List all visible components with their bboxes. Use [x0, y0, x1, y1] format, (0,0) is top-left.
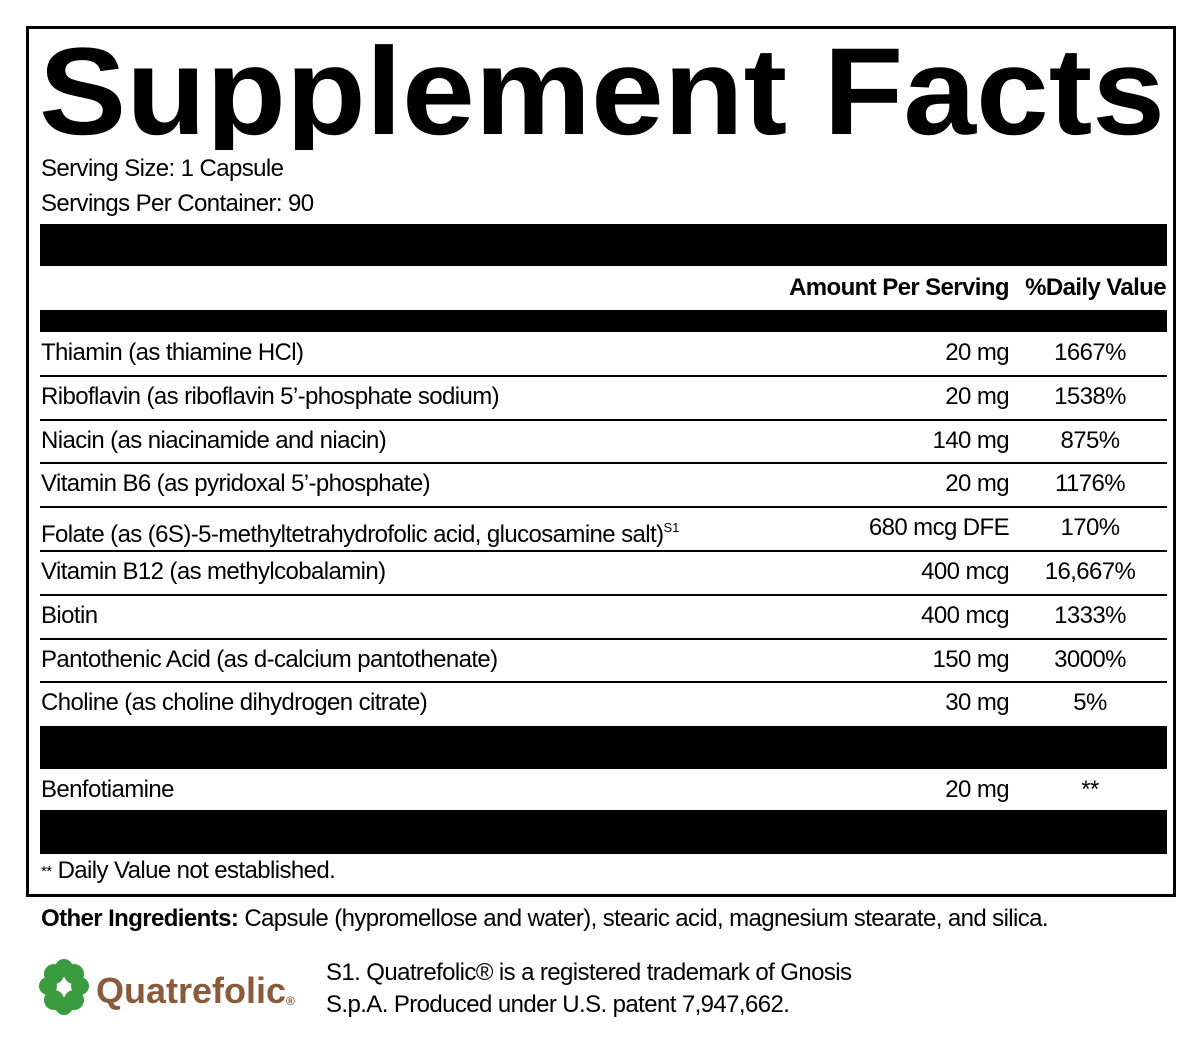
ingredient-name: Vitamin B6 (as pyridoxal 5’-phosphate) — [41, 470, 431, 498]
amount: 140 mg — [932, 426, 1010, 454]
ingredient-name: Choline (as choline dihydrogen citrate) — [41, 689, 428, 717]
daily-value: 16,667% — [1044, 558, 1136, 585]
amount: 150 mg — [932, 645, 1010, 673]
amount: 680 mcg DFE — [868, 514, 1010, 542]
facts-box — [26, 26, 1176, 897]
daily-value: 1667% — [1054, 339, 1126, 366]
daily-value: 1176% — [1055, 470, 1126, 498]
daily-value: 5% — [1073, 689, 1107, 717]
row-rule — [40, 637, 1167, 640]
other-ingredients-text: Capsule (hypromellose and water), steari… — [244, 905, 1048, 932]
row-rule — [40, 681, 1167, 684]
amount: 400 mcg — [921, 558, 1009, 585]
ingredient-name: Folate (as (6S)-5-methyltetrahydrofolic … — [41, 520, 680, 549]
superscript: S1 — [663, 520, 680, 536]
ingredient-name: Pantothenic Acid (as d-calcium pantothen… — [41, 645, 498, 673]
row-rule — [40, 593, 1167, 596]
other-ingredients-label: Other Ingredients: — [41, 905, 239, 932]
amount: 30 mg — [945, 689, 1009, 717]
logo-mark: ® — [286, 994, 295, 1008]
daily-value: 1538% — [1054, 382, 1126, 410]
amount: 20 mg — [945, 470, 1009, 498]
row-rule — [40, 506, 1167, 509]
daily-value: 3000% — [1054, 645, 1126, 673]
title-svg: Supplement Facts — [39, 30, 1165, 150]
ingredient-name: Niacin (as niacinamide and niacin) — [41, 426, 387, 454]
clover-icon — [39, 959, 89, 1015]
logo: Quatrefolic® — [96, 970, 295, 1012]
dv-header: %Daily Value — [1025, 274, 1166, 301]
footnote-text: Daily Value not established. — [57, 857, 336, 884]
amount: 20 mg — [945, 382, 1009, 410]
amount-header: Amount Per Serving — [789, 274, 1010, 301]
row-rule — [40, 418, 1167, 421]
ingredient-name: Benfotiamine — [41, 776, 174, 804]
amount: 20 mg — [945, 339, 1009, 366]
ingredient-name: Thiamin (as thiamine HCl) — [41, 339, 304, 366]
note-line: S.p.A. Produced under U.S. patent 7,947,… — [326, 991, 790, 1018]
footnote-marker: ** — [41, 863, 52, 880]
ingredient-name: Biotin — [41, 601, 98, 629]
ingredient-name: Riboflavin (as riboflavin 5’-phosphate s… — [41, 382, 500, 410]
serving-size: Serving Size: 1 Capsule — [41, 155, 284, 182]
amount: 400 mcg — [921, 601, 1009, 629]
note-line: S1. Quatrefolic® is a registered tradema… — [326, 959, 852, 986]
daily-value: ** — [1081, 776, 1099, 804]
daily-value: 1333% — [1054, 601, 1126, 629]
other-ingredients: Other Ingredients: Capsule (hypromellose… — [41, 905, 1049, 933]
thick-bar — [40, 224, 1167, 266]
thick-bar — [40, 726, 1167, 770]
daily-value: 875% — [1060, 426, 1121, 454]
footnote: ** Daily Value not established. — [41, 857, 336, 886]
daily-value: 170% — [1060, 514, 1121, 542]
servings-per-container: Servings Per Container: 90 — [41, 190, 314, 217]
thick-bar — [40, 310, 1167, 332]
row-rule — [40, 374, 1167, 377]
logo-text: Quatrefolic — [96, 970, 287, 1011]
amount: 20 mg — [945, 776, 1009, 804]
thick-bar — [40, 810, 1167, 855]
row-rule — [40, 550, 1167, 552]
title: Supplement Facts — [39, 30, 1165, 150]
ingredient-name: Vitamin B12 (as methylcobalamin) — [41, 558, 386, 585]
row-rule — [40, 462, 1167, 465]
